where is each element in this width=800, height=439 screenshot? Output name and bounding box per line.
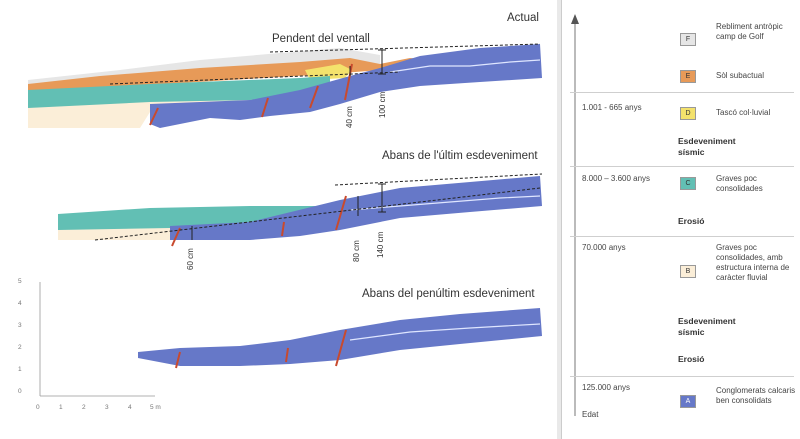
legend-swatch-f: F: [680, 33, 696, 46]
legend-text-b: Graves poc consolidades, amb estructura …: [716, 243, 790, 282]
separator-1: [570, 92, 794, 93]
stage-title-before-penultimate: Abans del penúltim esdeveniment: [362, 288, 535, 300]
separator-2: [570, 166, 794, 167]
separator-4: [570, 376, 794, 377]
measure-60cm: 60 cm: [186, 248, 195, 270]
measure-140cm: 140 cm: [376, 231, 385, 258]
scale-y-5: 5: [18, 278, 22, 285]
legend-swatch-c: C: [680, 177, 696, 190]
event-seismic-2: Esdeveniment sísmic: [678, 316, 736, 337]
age-4: 125.000 anys: [582, 383, 631, 392]
section-actual: [28, 43, 542, 128]
scale-y-2: 2: [18, 344, 22, 351]
scale-x-0: 0: [36, 404, 40, 411]
section-before-penultimate: [138, 308, 542, 369]
sections-drawing: [28, 43, 543, 397]
scale-y-0: 0: [18, 388, 22, 395]
legend-swatch-a: A: [680, 395, 696, 408]
legend-text-c: Graves poc consolidades: [716, 174, 763, 193]
measure-40cm: 40 cm: [345, 106, 354, 128]
event-seismic-1: Esdeveniment sísmic: [678, 136, 736, 157]
legend-text-d: Tascó col·luvial: [716, 108, 771, 117]
unit-a-conglomerate: [150, 44, 542, 128]
legend-panel: Edat F Rebliment antròpic camp de Golf E…: [561, 0, 800, 439]
legend-swatch-d: D: [680, 107, 696, 120]
legend-swatch-e: E: [680, 70, 696, 83]
panel-divider: [557, 0, 561, 439]
scale-bar: [39, 282, 155, 397]
unit-d-colluvial: [305, 64, 352, 80]
legend-swatch-b: B: [680, 265, 696, 278]
fan-slope-label: Pendent del ventall: [272, 33, 370, 45]
event-erosion-2: Erosió: [678, 354, 705, 364]
scale-y-3: 3: [18, 322, 22, 329]
scale-y-4: 4: [18, 300, 22, 307]
scale-y-1: 1: [18, 366, 22, 373]
age-2: 8.000 – 3.600 anys: [582, 174, 651, 183]
unit-b-gravel-2: [58, 226, 180, 240]
age-1: 1.001 - 665 anys: [582, 103, 642, 112]
legend-text-e: Sòl subactual: [716, 71, 765, 80]
scale-x-3: 3: [105, 404, 109, 411]
stage-title-actual: Actual: [507, 12, 539, 24]
unit-a-conglomerate-3: [138, 308, 542, 366]
age-axis: [571, 14, 579, 416]
age-3: 70.000 anys: [582, 243, 626, 252]
age-axis-label: Edat: [582, 410, 599, 419]
measure-80cm: 80 cm: [352, 240, 361, 262]
scale-x-2: 2: [82, 404, 86, 411]
section-before-last: [58, 173, 543, 247]
legend-text-a: Conglomerats calcaris ben consolidats: [716, 386, 796, 405]
event-erosion-1: Erosió: [678, 216, 705, 226]
cross-sections-panel: Actual Pendent del ventall: [18, 12, 543, 411]
unit-a-conglomerate-2: [170, 176, 542, 240]
scale-x-4: 4: [128, 404, 132, 411]
measure-100cm: 100 cm: [378, 91, 387, 118]
separator-3: [570, 236, 794, 237]
stage-title-before-last: Abans de l'últim esdeveniment: [382, 150, 538, 162]
legend-text-f: Rebliment antròpic camp de Golf: [716, 22, 783, 41]
unit-c-gravel: [28, 76, 330, 108]
scale-x-1: 1: [59, 404, 63, 411]
scale-x-5: 5 m: [150, 404, 161, 411]
